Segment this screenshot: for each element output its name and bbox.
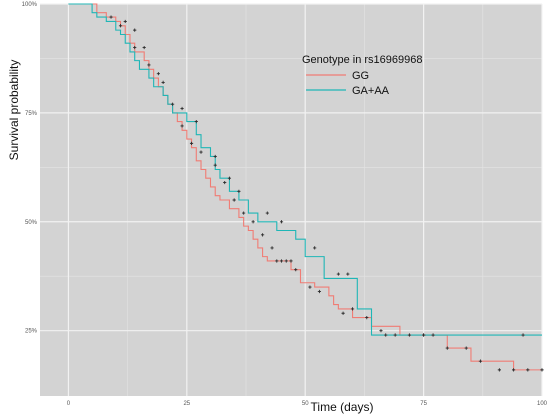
censor-mark-ga-aa [313,246,317,250]
plot-panel [40,4,542,396]
censor-mark-ga-aa [346,272,350,276]
censor-mark-gg [242,211,246,215]
tick-labels: 0 25 50 75 100 25% 50% 75% 100% [22,2,548,407]
y-tick-label: 25% [25,329,38,335]
legend-label-gg: GG [352,70,369,82]
censor-mark-ga-aa [422,333,426,337]
censor-mark-gg [232,198,236,202]
censor-mark-ga-aa [227,176,232,180]
censor-mark-gg [365,316,369,320]
censor-mark-ga-aa [384,333,388,337]
censor-mark-gg [199,150,203,154]
y-axis-title: Survival probability [7,60,21,161]
censor-mark-ga-aa [279,220,284,224]
censor-mark-gg [142,45,146,50]
censor-mark-ga-aa [118,24,123,28]
censor-mark-gg [540,368,544,372]
censor-mark-gg [431,333,435,337]
grid-lines [40,3,543,396]
censor-mark-ga-aa [147,63,151,67]
censor-mark-gg [497,368,501,372]
y-tick-label: 100% [22,2,38,8]
censor-mark-gg [407,333,411,337]
censor-mark-ga-aa [161,80,165,84]
censor-mark-gg [251,220,255,224]
x-tick-label: 75 [420,401,427,407]
censor-mark-ga-aa [213,154,217,159]
censor-mark-ga-aa [336,272,340,276]
censor-mark-gg [464,346,468,350]
censor-mark-gg [379,329,383,333]
censor-mark-gg [289,259,293,263]
censor-mark-gg [294,268,298,272]
x-tick-label: 100 [537,401,548,407]
censor-mark-gg [317,289,322,294]
censor-mark-gg [445,346,449,350]
censor-mark-gg [223,180,227,185]
censor-mark-gg [478,359,483,363]
legend-label-ga-aa: GA+AA [352,85,390,97]
censor-mark-gg [189,141,194,145]
series-line-ga-aa [68,3,542,336]
censor-mark-gg [511,368,516,372]
x-tick-label: 0 [67,401,71,407]
censor-mark-ga-aa [180,106,184,111]
y-tick-label: 50% [25,220,38,226]
censor-mark-ga-aa [521,333,525,337]
censor-marks [109,15,544,372]
censor-mark-ga-aa [265,211,269,215]
censor-mark-gg [260,233,265,237]
censor-mark-ga-aa [237,189,241,193]
censor-mark-ga-aa [133,45,137,50]
legend-title: Genotype in rs16969968 [302,54,422,66]
censor-mark-gg [171,102,175,106]
censor-mark-gg [279,259,284,263]
censor-mark-gg [156,72,160,76]
legend: Genotype in rs16969968 GG GA+AA [302,54,422,97]
x-tick-label: 50 [302,401,309,407]
x-axis-title: Time (days) [311,400,374,414]
censor-mark-gg [526,368,530,372]
censor-mark-gg [270,246,274,250]
censor-mark-gg [275,259,279,263]
series-lines [68,3,542,371]
censor-mark-gg [180,124,184,128]
censor-mark-ga-aa [194,120,198,124]
censor-mark-gg [133,28,137,32]
x-tick-label: 25 [183,401,190,407]
y-tick-label: 75% [25,111,38,117]
censor-mark-gg [213,163,217,167]
censor-mark-gg [284,259,288,263]
censor-mark-gg [393,333,397,337]
censor-mark-gg [123,19,127,24]
censor-mark-gg [341,311,345,315]
censor-mark-gg [308,285,312,289]
censor-mark-gg [350,307,355,311]
censor-mark-gg [109,15,113,19]
series-line-gg [68,3,542,371]
